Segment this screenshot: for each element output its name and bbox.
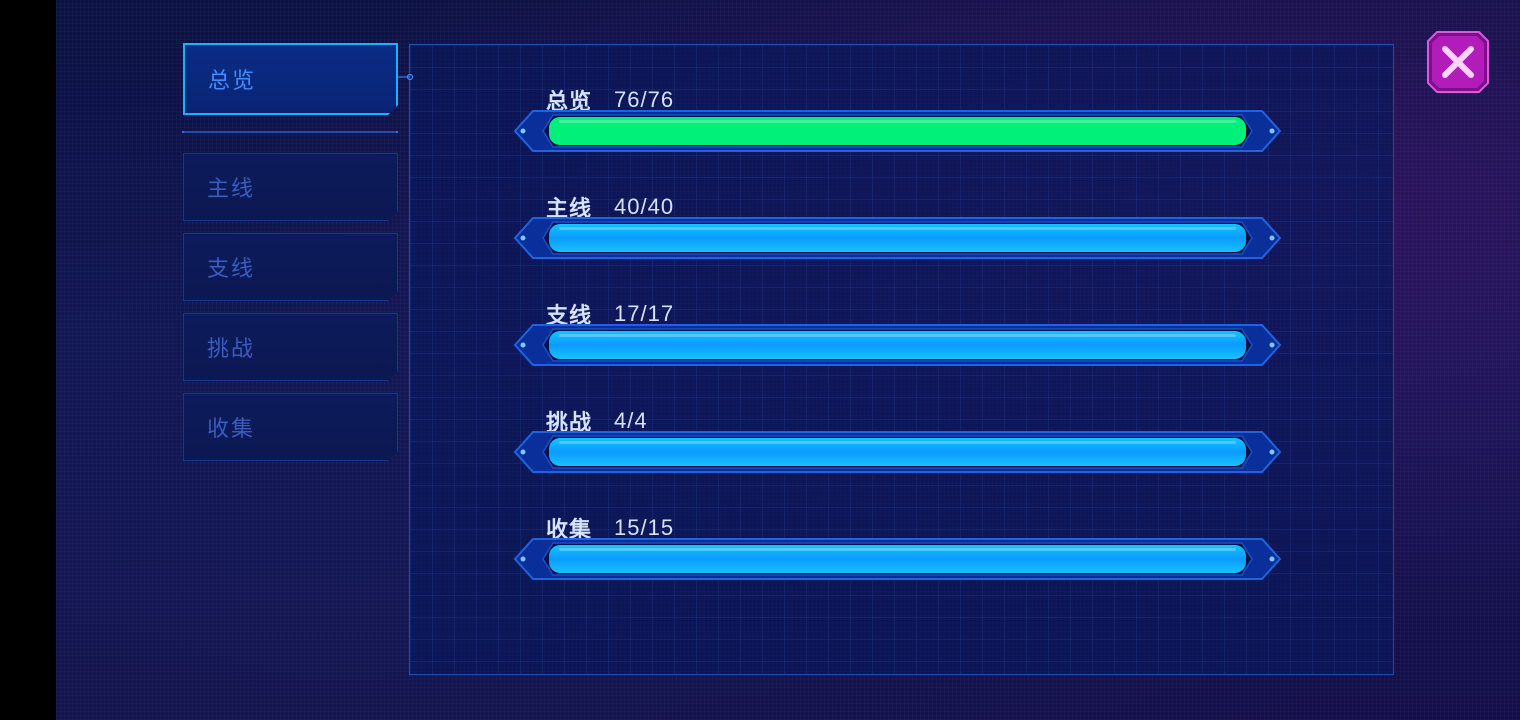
tab-label: 总览: [208, 69, 257, 94]
progress-fill: [549, 224, 1246, 252]
stat-row-side-story: 支线 17/17: [513, 299, 1282, 381]
tab-label: 挑战: [207, 337, 256, 362]
tab-divider: [182, 131, 398, 133]
progress-bar: [513, 217, 1282, 259]
stat-count: 76/76: [614, 87, 675, 112]
progress-bar: [513, 110, 1282, 152]
progress-fill: [549, 438, 1246, 466]
stat-row-challenge: 挑战 4/4: [513, 406, 1282, 488]
tab-label: 收集: [207, 417, 256, 442]
stat-row-overview: 总览 76/76: [513, 85, 1282, 167]
stat-count: 17/17: [614, 301, 675, 326]
tab-challenge[interactable]: 挑战: [183, 313, 398, 381]
tab-collection[interactable]: 收集: [183, 393, 398, 461]
stat-count: 4/4: [614, 408, 648, 433]
tab-label: 支线: [207, 257, 256, 282]
tab-side-story[interactable]: 支线: [183, 233, 398, 301]
progress-fill: [549, 117, 1246, 145]
stat-count: 15/15: [614, 515, 675, 540]
stat-count: 40/40: [614, 194, 675, 219]
tab-main-story[interactable]: 主线: [183, 153, 398, 221]
progress-bar: [513, 324, 1282, 366]
stat-row-collection: 收集 15/15: [513, 513, 1282, 595]
close-x-icon: [1442, 46, 1474, 78]
tab-label: 主线: [207, 177, 256, 202]
progress-fill: [549, 545, 1246, 573]
progress-fill: [549, 331, 1246, 359]
progress-bar: [513, 431, 1282, 473]
tab-overview[interactable]: 总览: [183, 43, 398, 115]
progress-bar: [513, 538, 1282, 580]
stat-row-main-story: 主线 40/40: [513, 192, 1282, 274]
panel-connector: [398, 73, 414, 81]
close-button[interactable]: [1427, 31, 1489, 93]
